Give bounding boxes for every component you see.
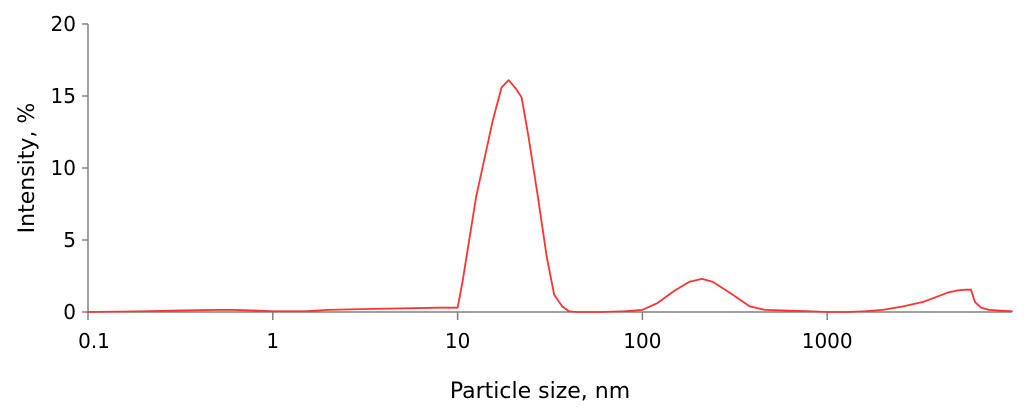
data-point	[688, 280, 691, 283]
data-point	[808, 310, 811, 313]
data-point	[785, 309, 787, 312]
data-point	[87, 311, 89, 313]
data-point	[216, 309, 218, 311]
data-point	[988, 309, 990, 311]
data-point	[461, 282, 464, 285]
data-point	[764, 309, 766, 311]
data-point	[1011, 310, 1013, 313]
data-point	[847, 311, 850, 313]
data-point	[674, 289, 676, 292]
data-point	[922, 301, 924, 303]
data-point	[537, 196, 539, 198]
data-point	[575, 311, 578, 313]
data-point	[947, 291, 949, 294]
data-point	[561, 305, 563, 308]
series-line	[87, 79, 1013, 313]
data-point	[998, 309, 1000, 312]
data-point	[254, 309, 256, 312]
data-point	[748, 305, 751, 308]
y-tick-label: 5	[63, 228, 76, 252]
data-point	[964, 288, 967, 291]
x-axis-ticks: 0.1 1 10 100 1000	[78, 312, 853, 353]
data-point	[456, 306, 459, 309]
data-point	[729, 292, 732, 295]
data-point	[701, 278, 703, 280]
y-tick-label: 10	[51, 156, 76, 180]
data-point	[641, 309, 644, 311]
x-tick-label: 1000	[802, 329, 853, 353]
data-point	[970, 288, 972, 291]
data-point	[360, 308, 362, 310]
x-tick-label: 1	[266, 329, 279, 353]
x-tick-label: 0.1	[78, 329, 110, 353]
data-point	[507, 79, 510, 81]
data-point	[500, 86, 503, 89]
data-point	[623, 310, 626, 313]
data-point	[826, 311, 828, 313]
data-point	[515, 88, 517, 90]
data-point	[520, 96, 523, 99]
data-point	[231, 309, 233, 311]
y-axis-title: Intensity, %	[15, 103, 40, 234]
data-point	[401, 307, 403, 310]
y-tick-label: 20	[51, 12, 76, 36]
data-point	[553, 293, 555, 296]
y-axis-ticks: 0 5 10 15 20	[51, 12, 88, 324]
y-tick-label: 0	[63, 300, 76, 324]
data-point	[980, 306, 982, 309]
data-point	[327, 309, 330, 311]
data-point	[438, 306, 441, 309]
data-point	[711, 280, 714, 283]
data-point	[882, 309, 884, 311]
y-tick-label: 15	[51, 84, 76, 108]
data-point	[475, 196, 477, 198]
series-layer	[87, 79, 1013, 313]
data-point	[527, 134, 529, 136]
data-point	[600, 311, 603, 313]
data-point	[175, 309, 177, 312]
data-point	[864, 310, 866, 313]
data-point	[656, 302, 658, 305]
data-point	[974, 301, 976, 303]
x-tick-label: 100	[623, 329, 661, 353]
data-point	[568, 310, 570, 313]
data-point	[937, 295, 940, 297]
data-point	[304, 310, 307, 313]
data-point	[957, 289, 959, 292]
data-point	[903, 305, 905, 308]
x-tick-label: 10	[445, 329, 470, 353]
data-point	[545, 255, 548, 257]
data-point	[272, 310, 274, 313]
data-point	[491, 119, 494, 122]
data-point	[142, 310, 145, 313]
series-0	[87, 79, 1013, 313]
x-axis-title: Particle size, nm	[450, 379, 630, 404]
